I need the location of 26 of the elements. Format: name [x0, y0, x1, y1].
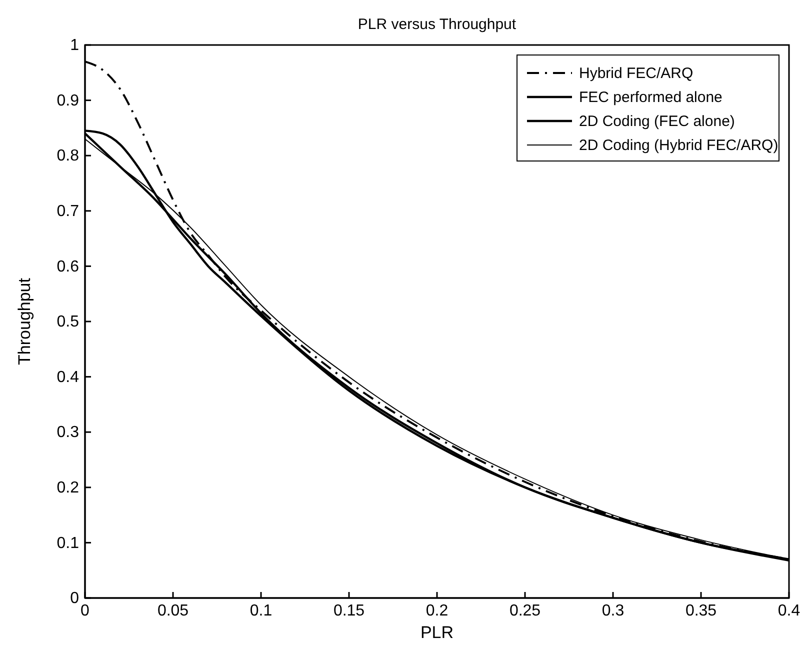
- y-tick-label: 0.5: [56, 314, 80, 331]
- y-tick-label: 0.1: [56, 534, 80, 552]
- chart-title: PLR versus Throughput: [358, 16, 517, 33]
- x-tick-label: 0.1: [250, 602, 272, 620]
- y-tick-label: 0.9: [56, 92, 80, 110]
- y-tick-label: 0.6: [56, 258, 80, 276]
- y-tick-label: 0: [70, 590, 80, 608]
- x-tick-label: 0.4: [778, 602, 800, 620]
- x-tick-label: 0.05: [157, 602, 189, 620]
- legend-label: FEC performed alone: [579, 89, 722, 106]
- y-tick-label: 0.8: [56, 148, 80, 165]
- x-tick-label: 0.2: [426, 602, 448, 620]
- x-tick-label: 0.25: [509, 602, 541, 620]
- legend-label: 2D Coding (FEC alone): [579, 113, 735, 130]
- x-tick-label: 0.3: [602, 602, 624, 620]
- y-tick-label: 0.4: [56, 368, 80, 386]
- x-tick-label: 0.15: [333, 602, 365, 620]
- y-axis-title: Throughput: [15, 278, 34, 365]
- y-tick-label: 0.3: [56, 424, 80, 442]
- y-tick-label: 1: [70, 37, 80, 54]
- y-tick-label: 0.7: [56, 203, 80, 220]
- legend-label: Hybrid FEC/ARQ: [579, 65, 694, 82]
- x-axis-title: PLR: [420, 623, 454, 642]
- x-tick-label: 0.35: [685, 602, 717, 620]
- legend-label: 2D Coding (Hybrid FEC/ARQ): [579, 137, 778, 154]
- y-tick-label: 0.2: [56, 480, 80, 497]
